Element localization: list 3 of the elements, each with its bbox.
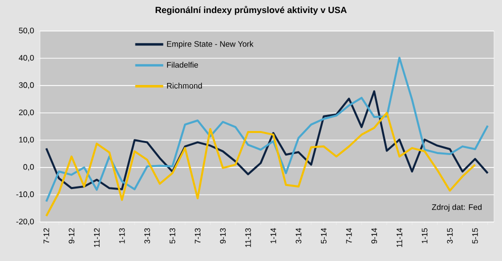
chart-title: Regionální indexy průmyslové aktivity v USA <box>156 6 347 15</box>
line-series <box>45 56 489 203</box>
line-series <box>45 90 489 190</box>
